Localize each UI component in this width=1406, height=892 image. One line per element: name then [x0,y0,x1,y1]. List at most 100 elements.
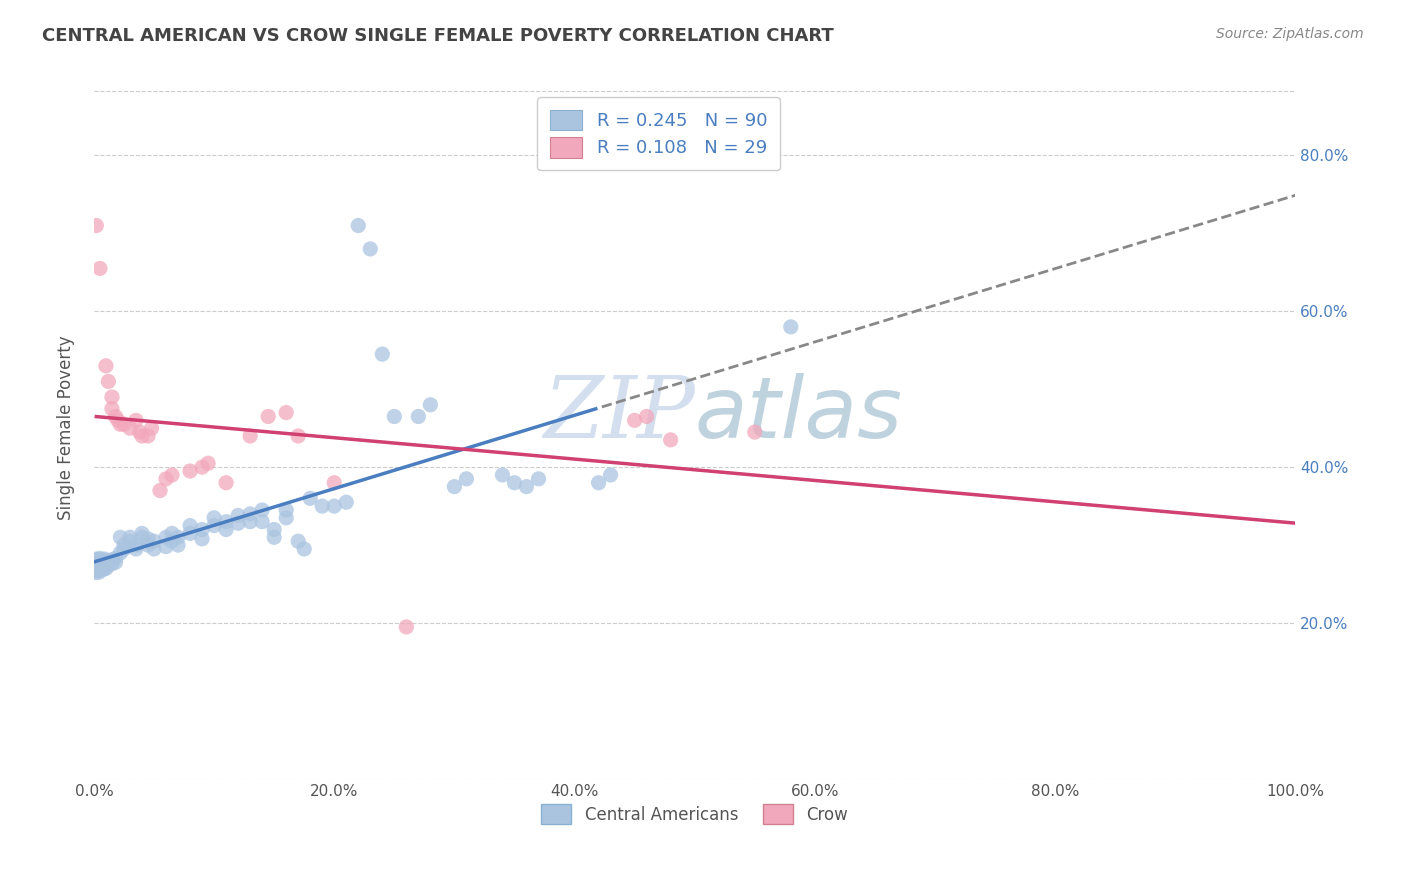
Point [131,530,153,544]
Point [347,219,370,233]
Point [197,456,219,470]
Point [179,518,201,533]
Point [101,390,124,404]
Point [136,429,159,443]
Point [110,530,132,544]
Point [167,538,190,552]
Point [250,515,273,529]
Point [93,556,115,570]
Y-axis label: Single Female Poverty: Single Female Poverty [58,336,75,521]
Point [179,464,201,478]
Point [215,515,238,529]
Point [93,558,115,573]
Point [97,558,120,573]
Point [89,558,111,573]
Point [104,409,127,424]
Point [125,538,148,552]
Legend: Central Americans, Crow: Central Americans, Crow [531,795,858,834]
Point [86,554,108,568]
Point [91,560,114,574]
Point [155,540,177,554]
Point [97,375,120,389]
Point [419,398,441,412]
Point [503,475,526,490]
Point [131,429,153,443]
Point [93,560,115,574]
Point [160,526,183,541]
Point [86,561,108,575]
Point [299,491,322,506]
Point [599,467,621,482]
Point [128,425,150,439]
Point [527,472,550,486]
Point [86,563,108,577]
Point [87,566,110,580]
Point [239,429,262,443]
Point [371,347,394,361]
Point [263,523,285,537]
Point [90,563,112,577]
Point [659,433,682,447]
Point [167,530,190,544]
Point [94,554,117,568]
Point [323,475,346,490]
Point [226,516,249,531]
Point [276,406,298,420]
Point [588,475,610,490]
Point [136,538,159,552]
Point [91,554,114,568]
Point [191,460,214,475]
Point [143,534,166,549]
Point [239,515,262,529]
Point [179,526,201,541]
Point [155,530,177,544]
Point [456,472,478,486]
Point [84,554,107,568]
Point [86,552,108,566]
Point [160,534,183,549]
Point [287,429,309,443]
Point [323,499,346,513]
Point [101,401,124,416]
Point [87,553,110,567]
Point [359,242,381,256]
Text: ZIP: ZIP [543,373,695,456]
Point [101,557,124,571]
Point [93,562,115,576]
Point [104,551,127,566]
Point [292,541,315,556]
Point [131,526,153,541]
Point [250,503,273,517]
Point [443,480,465,494]
Point [191,523,214,537]
Point [97,555,120,569]
Point [89,561,111,575]
Point [94,558,117,572]
Point [94,561,117,575]
Point [136,532,159,546]
Point [112,541,135,556]
Point [89,555,111,569]
Point [110,546,132,560]
Point [112,417,135,432]
Point [215,523,238,537]
Point [87,557,110,571]
Point [257,409,280,424]
Point [149,483,172,498]
Point [125,541,148,556]
Point [141,421,163,435]
Point [335,495,357,509]
Point [623,413,645,427]
Point [311,499,333,513]
Point [93,552,115,566]
Point [101,553,124,567]
Point [382,409,405,424]
Point [90,559,112,574]
Point [155,472,177,486]
Point [84,561,107,575]
Point [744,425,766,439]
Point [125,413,148,427]
Point [263,530,285,544]
Point [86,560,108,574]
Point [118,530,141,544]
